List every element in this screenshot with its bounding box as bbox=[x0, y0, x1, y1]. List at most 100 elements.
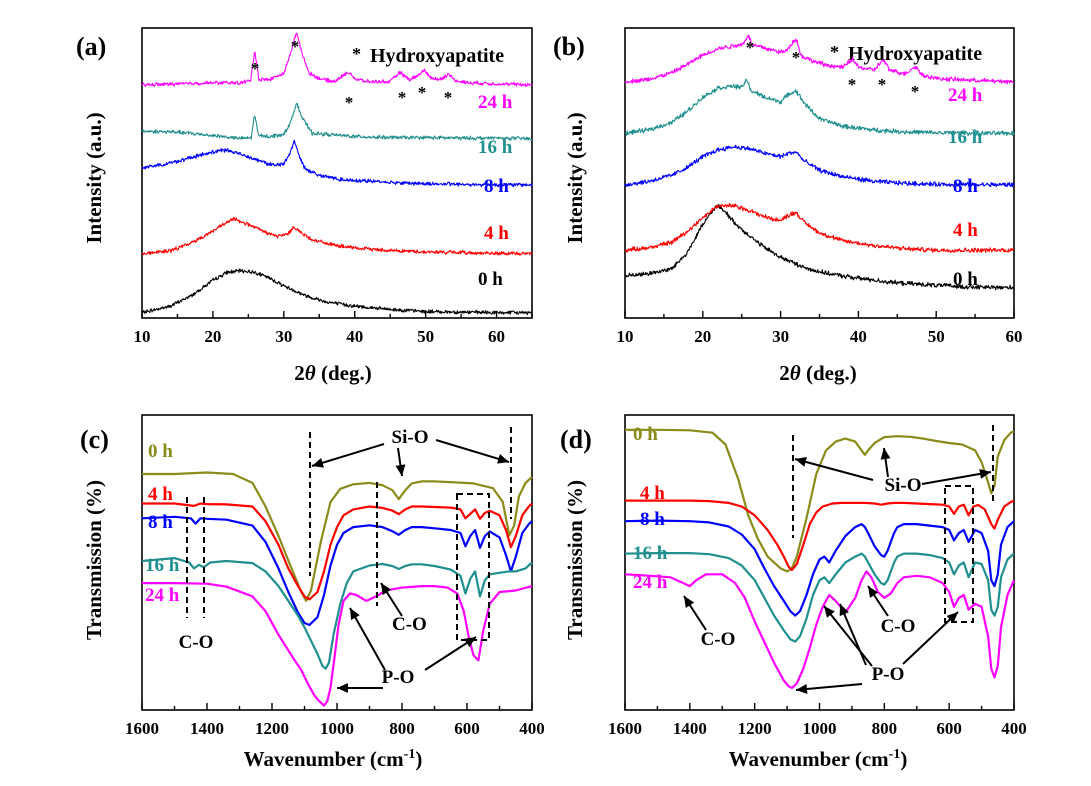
panel-a: (a) Intensity (a.u.) 2θ (deg.) * Hydroxy… bbox=[76, 27, 533, 385]
y-axis-label-text-d: Transmission (%) bbox=[563, 480, 587, 640]
series-line-c-4h bbox=[142, 502, 533, 601]
peak-marker-b: * bbox=[878, 75, 887, 94]
plot-area-a: 10 20 30 40 50 60 24 h 16 h 8 h 4 h 0 h * * * * * * bbox=[134, 27, 533, 346]
x-tick-label-a: 30 bbox=[275, 327, 292, 346]
p-o-arrow-4-d bbox=[902, 611, 959, 665]
x-tick-label-b: 30 bbox=[772, 327, 789, 346]
series-line-b-8h bbox=[624, 144, 1015, 188]
x-tick-label-b: 10 bbox=[617, 327, 634, 346]
series-label-d-4: 24 h bbox=[633, 572, 668, 593]
x-tick-label-c: 800 bbox=[389, 719, 415, 738]
series-label-b-2: 8 h bbox=[953, 176, 978, 197]
x-axis-label-b: 2θ (deg.) bbox=[779, 361, 856, 385]
si-o-arrow-mid-c-head bbox=[395, 464, 406, 476]
panel-letter-a: (a) bbox=[76, 32, 106, 61]
x-tick-label-d: 1400 bbox=[673, 719, 707, 738]
si-o-arrow-left-c-head bbox=[312, 458, 324, 468]
x-tick-label-c: 600 bbox=[454, 719, 480, 738]
si-o-arrow-left-d bbox=[794, 458, 874, 481]
peak-marker-a: * bbox=[291, 37, 300, 56]
si-o-arrow-left-d-head bbox=[795, 457, 807, 467]
plot-area-d: 1600 1400 1200 1000 800 600 400 0 h 4 h 8 h 16 h 24… bbox=[608, 414, 1027, 738]
c-o-arrow-left-d-head bbox=[684, 596, 695, 608]
series-label-b-1: 4 h bbox=[953, 220, 978, 241]
x-tick-label-d: 600 bbox=[936, 719, 962, 738]
plot-area-b: 10 20 30 40 50 60 24 h 16 h 8 h 4 h 0 h * * * * * bbox=[617, 27, 1023, 346]
series-line-c-24h bbox=[142, 582, 533, 707]
series-line-a-16h bbox=[141, 102, 533, 141]
series-line-d-4h bbox=[625, 499, 1015, 571]
panel-c: (c) Transmission (%) Wavenumber (cm-1) 1… bbox=[80, 414, 545, 771]
series-label-d-1: 4 h bbox=[640, 483, 665, 504]
p-o-arrow-3-d-head bbox=[824, 606, 835, 618]
x-axis-label-a: 2θ (deg.) bbox=[294, 361, 371, 385]
peak-marker-a: * bbox=[444, 88, 453, 107]
x-tick-label-b: 50 bbox=[928, 327, 945, 346]
p-o-arrow-4-d-head bbox=[946, 612, 958, 624]
p-o-label-d: P-O bbox=[872, 664, 905, 685]
panel-letter-d: (d) bbox=[560, 425, 592, 454]
x-axis-label-pre-b: 2 bbox=[779, 361, 790, 385]
series-label-c-4: 24 h bbox=[145, 585, 180, 606]
series-label-c-2: 8 h bbox=[148, 512, 173, 533]
peak-marker-b: * bbox=[911, 82, 920, 101]
series-label-d-2: 8 h bbox=[640, 509, 665, 530]
panel-letter-b: (b) bbox=[553, 32, 585, 61]
x-axis-label-close-c: ) bbox=[415, 747, 422, 771]
y-axis-label-c: Transmission (%) bbox=[82, 480, 106, 640]
legend-marker-b: * bbox=[830, 42, 839, 62]
y-axis-label-b: Intensity (a.u.) bbox=[563, 112, 587, 243]
po-box-d bbox=[944, 485, 974, 623]
series-label-b-3: 16 h bbox=[948, 127, 983, 148]
series-label-a-4: 24 h bbox=[478, 92, 513, 113]
series-line-a-8h bbox=[141, 139, 533, 188]
x-tick-label-c: 1400 bbox=[190, 719, 224, 738]
x-axis-label-c: Wavenumber (cm-1) bbox=[244, 747, 423, 771]
x-axis-label-sup-c: -1 bbox=[404, 747, 416, 762]
x-tick-label-b: 40 bbox=[850, 327, 867, 346]
series-line-b-0h bbox=[624, 203, 1015, 291]
p-o-arrow-2-c-head bbox=[350, 608, 360, 621]
x-tick-label-c: 1000 bbox=[320, 719, 354, 738]
c-o-label-mid-c: C-O bbox=[392, 614, 427, 635]
p-o-arrow-1-c-head bbox=[337, 683, 348, 693]
x-tick-label-d: 800 bbox=[872, 719, 898, 738]
x-tick-label-c: 1200 bbox=[255, 719, 289, 738]
series-label-c-1: 4 h bbox=[148, 484, 173, 505]
panel-d: (d) Transmission (%) Wavenumber (cm-1) 1… bbox=[560, 414, 1027, 771]
peak-marker-a: * bbox=[251, 59, 260, 78]
series-label-d-3: 16 h bbox=[633, 543, 668, 564]
series-label-d-0: 0 h bbox=[633, 424, 658, 445]
x-tick-label-c: 400 bbox=[519, 719, 545, 738]
peak-marker-b: * bbox=[848, 75, 857, 94]
y-axis-label-text-a: Intensity (a.u.) bbox=[82, 112, 106, 243]
c-o-arrow-c-head bbox=[381, 583, 392, 595]
y-axis-label-d: Transmission (%) bbox=[563, 480, 587, 640]
series-label-a-2: 8 h bbox=[484, 176, 509, 197]
peak-marker-b: * bbox=[746, 38, 755, 57]
panel-b: (b) Intensity (a.u.) 2θ (deg.) * Hydroxy… bbox=[553, 27, 1023, 385]
x-tick-label-a: 60 bbox=[488, 327, 505, 346]
panel-letter-c: (c) bbox=[80, 425, 109, 454]
x-axis-label-close-d: ) bbox=[900, 747, 907, 771]
si-o-arrow-left-c bbox=[311, 443, 385, 467]
c-o-label-left-d: C-O bbox=[701, 629, 736, 650]
series-label-a-0: 0 h bbox=[478, 269, 503, 290]
p-o-arrow-2-d-head bbox=[839, 604, 849, 617]
series-label-a-1: 4 h bbox=[484, 223, 509, 244]
x-tick-label-b: 60 bbox=[1006, 327, 1023, 346]
p-o-arrow-2-c bbox=[349, 607, 386, 671]
plot-area-c: 1600 1400 1200 1000 800 600 400 0 h 4 h 8 h 16 h 24… bbox=[125, 414, 545, 738]
peak-marker-a: * bbox=[345, 93, 354, 112]
p-o-arrow-2-d bbox=[839, 603, 867, 666]
series-line-c-8h bbox=[141, 515, 533, 627]
y-axis-label-text-c: Transmission (%) bbox=[82, 480, 106, 640]
x-tick-label-a: 20 bbox=[204, 327, 221, 346]
x-tick-label-a: 50 bbox=[417, 327, 434, 346]
series-line-a-24h bbox=[141, 32, 533, 88]
po-box-c bbox=[456, 493, 490, 641]
x-axis-label-pre-a: 2 bbox=[294, 361, 305, 385]
p-o-arrow-1-d bbox=[795, 683, 863, 691]
plot-frame-a bbox=[141, 27, 533, 319]
